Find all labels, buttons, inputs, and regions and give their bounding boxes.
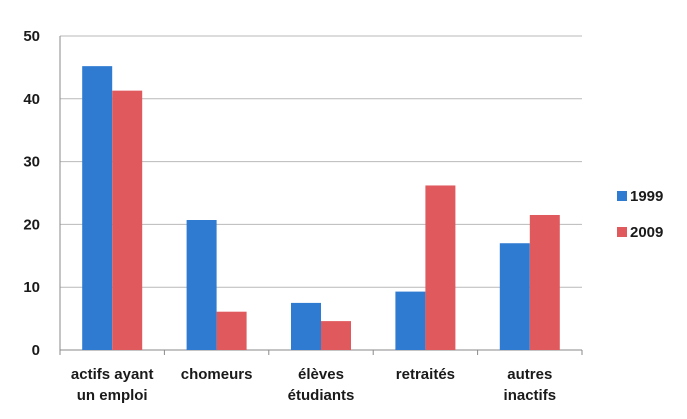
legend-label: 2009 bbox=[630, 224, 663, 241]
labels: 0 10 20 30 40 50 actifs ayant un emploi chomeurs… bbox=[23, 28, 556, 404]
x-category-label: chomeurs bbox=[181, 366, 253, 383]
bar-2009 bbox=[216, 311, 247, 350]
x-category-label: élèves bbox=[298, 366, 344, 383]
bar-2009 bbox=[112, 90, 143, 351]
y-tick-label: 20 bbox=[23, 216, 40, 233]
bar-1999 bbox=[186, 220, 217, 350]
bar-1999 bbox=[82, 66, 113, 351]
y-tick-label: 0 bbox=[32, 342, 40, 359]
y-tick-label: 40 bbox=[23, 91, 40, 108]
legend-swatch bbox=[617, 191, 627, 201]
bar-2009 bbox=[321, 321, 351, 350]
bar-1999 bbox=[395, 291, 426, 350]
x-category-label: retraités bbox=[396, 366, 455, 383]
x-category-label: un emploi bbox=[77, 387, 148, 404]
bar-1999 bbox=[499, 243, 530, 350]
y-tick-label: 30 bbox=[23, 154, 40, 171]
bars bbox=[82, 66, 560, 351]
x-category-label: autres bbox=[507, 366, 552, 383]
bar-2009 bbox=[425, 185, 456, 350]
y-tick-label: 50 bbox=[23, 28, 40, 45]
bar-2009 bbox=[529, 214, 560, 350]
gridlines bbox=[60, 35, 582, 288]
x-category-label: inactifs bbox=[504, 387, 557, 404]
legend: 1999 2009 bbox=[617, 188, 663, 241]
legend-swatch bbox=[617, 227, 627, 237]
y-tick-label: 10 bbox=[23, 279, 40, 296]
legend-label: 1999 bbox=[630, 188, 663, 205]
bar-1999 bbox=[291, 302, 321, 350]
x-category-label: étudiants bbox=[288, 387, 355, 404]
x-category-label: actifs ayant bbox=[71, 366, 154, 383]
